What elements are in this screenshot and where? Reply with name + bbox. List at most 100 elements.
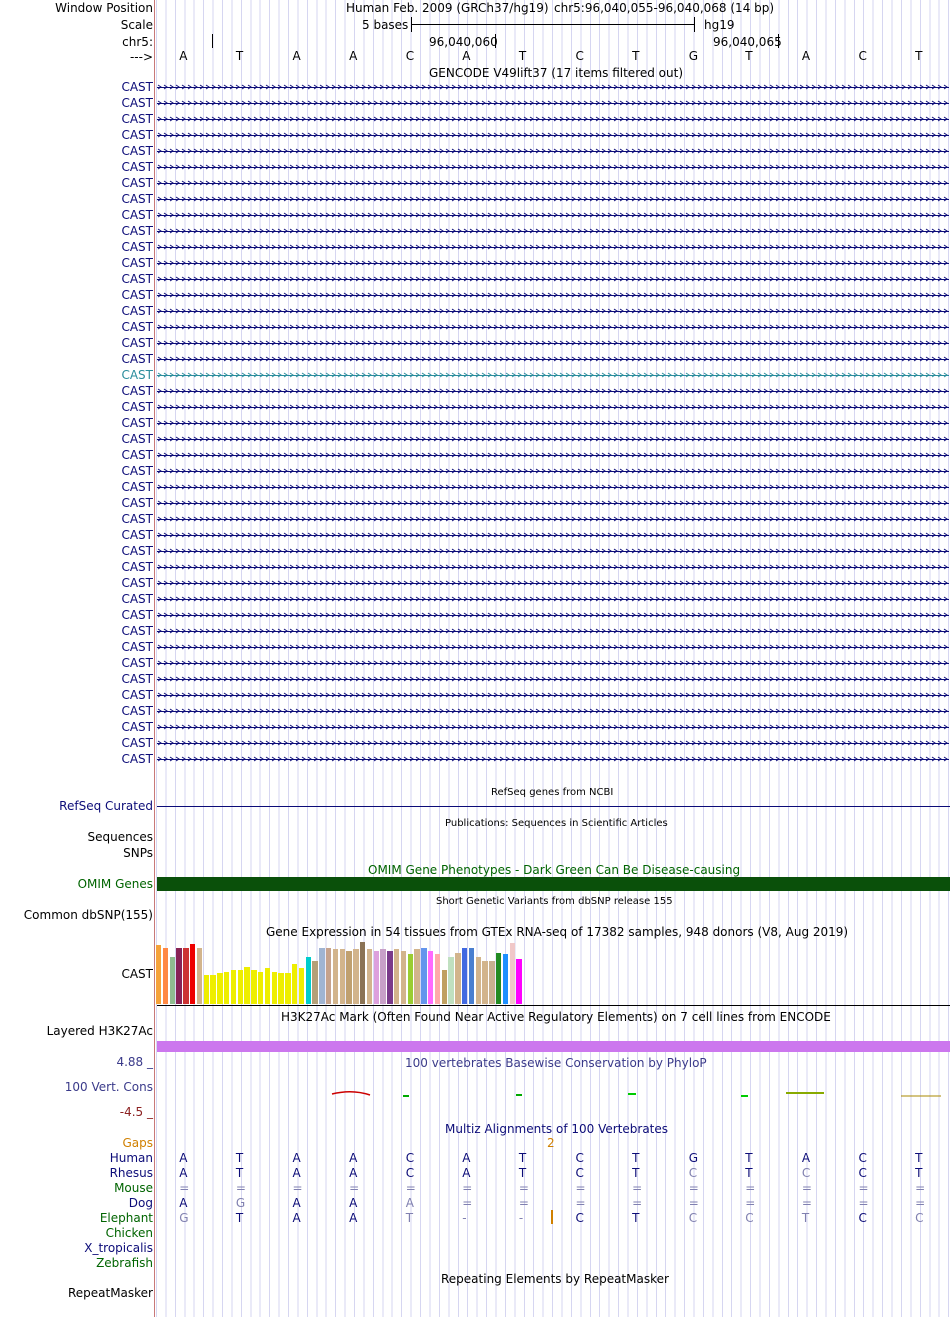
gtex-tissue-bar[interactable] [278, 973, 284, 1004]
gencode-transcript-label[interactable]: CAST [121, 304, 153, 318]
omim-gene-bar[interactable] [157, 877, 950, 891]
dbsnp-track-title[interactable]: Short Genetic Variants from dbSNP releas… [436, 896, 673, 907]
gencode-transcript-label[interactable]: CAST [121, 144, 153, 158]
gtex-tissue-bar[interactable] [305, 957, 311, 1004]
gtex-tissue-bar[interactable] [360, 942, 366, 1004]
gencode-transcript-line[interactable] [157, 228, 949, 234]
gtex-tissue-bar[interactable] [373, 951, 379, 1004]
gtex-tissue-bar[interactable] [489, 961, 495, 1004]
gtex-tissue-bar[interactable] [516, 959, 522, 1004]
gencode-transcript-label[interactable]: CAST [121, 272, 153, 286]
gencode-transcript-label[interactable]: CAST [121, 480, 153, 494]
gencode-transcript-line[interactable] [157, 660, 949, 666]
gencode-transcript-line[interactable] [157, 196, 949, 202]
gencode-transcript-label[interactable]: CAST [121, 400, 153, 414]
gencode-transcript-label[interactable]: CAST [121, 528, 153, 542]
gencode-transcript-line[interactable] [157, 676, 949, 682]
gtex-tissue-bar[interactable] [346, 951, 352, 1004]
gtex-tissue-bar[interactable] [326, 948, 332, 1004]
gencode-transcript-line[interactable] [157, 724, 949, 730]
gtex-tissue-bar[interactable] [251, 970, 257, 1004]
gencode-transcript-label[interactable]: CAST [121, 256, 153, 270]
gencode-transcript-label[interactable]: CAST [121, 208, 153, 222]
refseq-track-title[interactable]: RefSeq genes from NCBI [491, 787, 614, 798]
gencode-transcript-line[interactable] [157, 260, 949, 266]
gencode-transcript-label[interactable]: CAST [121, 672, 153, 686]
refseq-track-label[interactable]: RefSeq Curated [59, 799, 153, 813]
gencode-transcript-label[interactable]: CAST [121, 96, 153, 110]
gtex-tissue-bar[interactable] [156, 945, 162, 1004]
gencode-transcript-label[interactable]: CAST [121, 752, 153, 766]
gtex-tissue-bar[interactable] [394, 949, 400, 1004]
gtex-tissue-bar[interactable] [400, 951, 407, 1004]
gencode-transcript-label[interactable]: CAST [121, 432, 153, 446]
multiz-species-label[interactable]: Elephant [99, 1211, 153, 1225]
phylop-signal[interactable] [156, 1085, 950, 1105]
multiz-species-label[interactable]: Chicken [105, 1226, 153, 1240]
gencode-transcript-label[interactable]: CAST [121, 448, 153, 462]
gencode-transcript-label[interactable]: CAST [121, 704, 153, 718]
gtex-tissue-bar[interactable] [428, 951, 434, 1004]
h3k27ac-track-title[interactable]: H3K27Ac Mark (Often Found Near Active Re… [281, 1010, 831, 1024]
gencode-transcript-line[interactable] [157, 564, 949, 570]
gencode-transcript-line[interactable] [157, 500, 949, 506]
repeatmasker-track-title[interactable]: Repeating Elements by RepeatMasker [441, 1272, 669, 1286]
gencode-transcript-line[interactable] [157, 516, 949, 522]
gencode-transcript-label[interactable]: CAST [121, 464, 153, 478]
gencode-transcript-label[interactable]: CAST [121, 720, 153, 734]
gencode-transcript-line[interactable] [157, 484, 949, 490]
gtex-tissue-bar[interactable] [210, 975, 216, 1004]
gencode-transcript-line[interactable] [157, 580, 949, 586]
gtex-tissue-bar[interactable] [475, 957, 481, 1004]
gencode-transcript-label[interactable]: CAST [121, 592, 153, 606]
gtex-tissue-bar[interactable] [421, 948, 427, 1004]
gencode-transcript-line[interactable] [157, 740, 949, 746]
gencode-transcript-line[interactable] [157, 132, 949, 138]
gencode-transcript-label[interactable]: CAST [121, 640, 153, 654]
gencode-transcript-line[interactable] [157, 548, 949, 554]
gtex-tissue-bar[interactable] [482, 961, 488, 1004]
gencode-transcript-line[interactable] [157, 388, 949, 394]
gtex-tissue-bar[interactable] [162, 948, 169, 1004]
omim-track-title[interactable]: OMIM Gene Phenotypes - Dark Green Can Be… [368, 863, 741, 877]
gencode-transcript-label[interactable]: CAST [121, 416, 153, 430]
gencode-transcript-label[interactable]: CAST [121, 192, 153, 206]
gtex-tissue-bar[interactable] [353, 949, 359, 1004]
gtex-tissue-bar[interactable] [264, 968, 271, 1004]
gtex-tissue-bar[interactable] [271, 972, 277, 1004]
gtex-tissue-bar[interactable] [217, 973, 223, 1004]
gtex-tissue-bar[interactable] [380, 949, 386, 1004]
gtex-tissue-bar[interactable] [203, 975, 209, 1004]
gencode-transcript-line[interactable] [157, 420, 949, 426]
gencode-transcript-label[interactable]: CAST [121, 336, 153, 350]
gencode-transcript-label[interactable]: CAST [121, 656, 153, 670]
gencode-transcript-line[interactable] [157, 292, 949, 298]
gencode-transcript-label[interactable]: CAST [121, 624, 153, 638]
gtex-tissue-bar[interactable] [190, 944, 196, 1004]
gtex-tissue-bar[interactable] [230, 970, 237, 1004]
publications-track-title[interactable]: Publications: Sequences in Scientific Ar… [445, 818, 668, 829]
gencode-transcript-line[interactable] [157, 84, 949, 90]
gtex-tissue-bar[interactable] [169, 957, 175, 1004]
gencode-transcript-line[interactable] [157, 244, 949, 250]
gencode-transcript-label[interactable]: CAST [121, 608, 153, 622]
gencode-transcript-line[interactable] [157, 644, 949, 650]
gencode-transcript-label[interactable]: CAST [121, 560, 153, 574]
gtex-tissue-bar[interactable] [196, 948, 203, 1004]
gencode-transcript-line[interactable] [157, 532, 949, 538]
gtex-tissue-bar[interactable] [441, 970, 447, 1004]
gtex-tissue-bar[interactable] [183, 948, 189, 1004]
gtex-tissue-bar[interactable] [434, 954, 441, 1004]
dbsnp-track-label[interactable]: Common dbSNP(155) [23, 908, 153, 922]
position-text[interactable]: chr5:96,040,055-96,040,068 (14 bp) [554, 1, 775, 15]
gencode-transcript-line[interactable] [157, 324, 949, 330]
gencode-transcript-line[interactable] [157, 708, 949, 714]
gencode-transcript-line[interactable] [157, 180, 949, 186]
gencode-transcript-line[interactable] [157, 628, 949, 634]
gencode-transcript-line[interactable] [157, 612, 949, 618]
gencode-transcript-label[interactable]: CAST [121, 176, 153, 190]
gencode-transcript-line[interactable] [157, 372, 949, 378]
publications-label-sequences[interactable]: Sequences [87, 830, 153, 844]
omim-track-label[interactable]: OMIM Genes [77, 877, 153, 891]
gencode-transcript-label[interactable]: CAST [121, 544, 153, 558]
